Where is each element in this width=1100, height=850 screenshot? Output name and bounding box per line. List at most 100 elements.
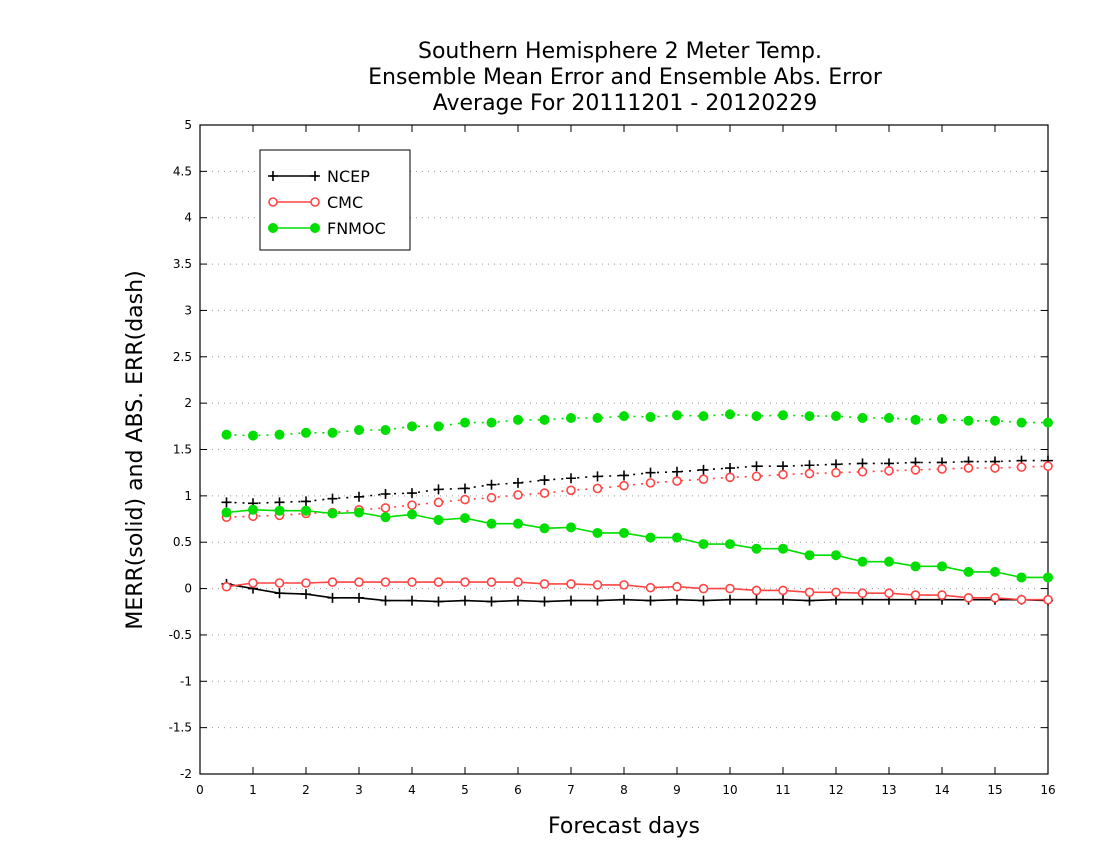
legend-box	[259, 149, 411, 251]
fnmoc-abs-error-point	[539, 414, 550, 425]
ncep-abs-error-point	[566, 473, 576, 484]
ncep-abs-error-point	[460, 483, 470, 494]
cmc-mean-error-point	[407, 577, 417, 587]
fnmoc-abs-error-point	[645, 412, 656, 423]
y-tick-label: 1	[184, 489, 192, 503]
cmc-abs-error-point	[486, 492, 497, 503]
ncep-mean-error-point	[566, 595, 576, 606]
legend-label-ncep: NCEP	[327, 167, 370, 186]
chart-title-line-2: Ensemble Mean Error and Ensemble Abs. Er…	[368, 65, 883, 90]
cmc-mean-error-point	[645, 582, 656, 593]
fnmoc-mean-error-point	[831, 550, 841, 561]
cmc-mean-error-point	[539, 579, 550, 589]
ncep-abs-error-point	[513, 477, 523, 488]
fnmoc-mean-error-point	[963, 566, 974, 577]
fnmoc-abs-error-point	[963, 415, 974, 426]
cmc-mean-error-point	[486, 577, 497, 587]
ncep-abs-error-point	[592, 471, 603, 482]
fnmoc-abs-error-point	[910, 414, 921, 425]
cmc-abs-error-point	[804, 468, 815, 479]
y-tick-label: -2	[180, 767, 192, 781]
cmc-abs-error-point	[566, 485, 576, 496]
cmc-abs-error-point	[407, 500, 417, 510]
legend-marker-fnmoc	[310, 223, 320, 233]
ncep-abs-error-point	[725, 463, 735, 474]
fnmoc-abs-error-point	[354, 425, 364, 436]
fnmoc-mean-error-point	[248, 504, 258, 515]
ncep-abs-error-point	[407, 488, 417, 499]
cmc-abs-error-point	[778, 469, 788, 480]
cmc-abs-error-point	[937, 464, 947, 474]
y-tick-label: -0.5	[169, 628, 192, 642]
fnmoc-mean-error-point	[619, 527, 629, 538]
legend-marker-ncep	[268, 171, 278, 181]
x-tick-label: 12	[828, 783, 843, 797]
cmc-mean-error-point	[248, 578, 258, 588]
cmc-abs-error-point	[831, 467, 841, 478]
fnmoc-abs-error-point	[619, 411, 629, 422]
cmc-mean-error-point	[566, 579, 576, 589]
cmc-mean-error-point	[460, 577, 470, 587]
ncep-abs-error-point	[804, 460, 815, 471]
fnmoc-abs-error-point	[857, 412, 868, 423]
cmc-mean-error-point	[513, 577, 523, 587]
cmc-mean-error-point	[433, 577, 444, 587]
cmc-abs-error-point	[751, 471, 762, 482]
gridlines	[200, 170, 1048, 729]
ncep-mean-error-point	[301, 589, 311, 600]
legend-marker-ncep	[310, 171, 320, 181]
cmc-mean-error-point	[884, 588, 894, 599]
cmc-mean-error-point	[751, 585, 762, 596]
x-tick-label: 0	[196, 783, 204, 797]
cmc-mean-error-point	[1043, 594, 1053, 605]
fnmoc-mean-error-point	[221, 507, 232, 518]
x-tick-label: 16	[1040, 783, 1055, 797]
ncep-mean-error-point	[751, 594, 762, 605]
y-axis-label: MERR(solid) and ABS. ERR(dash)	[123, 270, 148, 629]
x-tick-label: 9	[673, 783, 681, 797]
legend-label-fnmoc: FNMOC	[327, 219, 386, 238]
ncep-mean-error-point	[460, 595, 470, 606]
fnmoc-abs-error-point	[486, 417, 497, 428]
cmc-abs-error-point	[380, 503, 391, 513]
fnmoc-abs-error-point	[1016, 417, 1027, 428]
cmc-mean-error-point	[1016, 594, 1027, 605]
fnmoc-mean-error-line	[226, 508, 1048, 579]
cmc-abs-error-point	[963, 463, 974, 473]
fnmoc-mean-error-point	[698, 539, 709, 550]
cmc-mean-error-point	[592, 580, 603, 590]
fnmoc-mean-error-point	[486, 518, 497, 529]
ncep-mean-error-point	[698, 595, 709, 606]
fnmoc-abs-error-point	[804, 411, 815, 422]
fnmoc-mean-error-point	[539, 523, 550, 534]
fnmoc-mean-error-point	[857, 556, 868, 567]
fnmoc-abs-error-point	[380, 425, 391, 436]
fnmoc-abs-error-point	[327, 427, 338, 438]
ncep-abs-error-point	[751, 461, 762, 472]
y-tick-label: 2	[184, 396, 192, 410]
x-tick-label: 15	[987, 783, 1002, 797]
cmc-abs-error-point	[884, 466, 894, 476]
cmc-mean-error-point	[380, 577, 391, 587]
legend-marker-cmc	[268, 197, 278, 207]
fnmoc-abs-error-point	[990, 415, 1000, 426]
fnmoc-abs-error-point	[248, 430, 258, 441]
cmc-mean-error-point	[354, 577, 364, 587]
cmc-abs-error-point	[513, 490, 523, 500]
fnmoc-abs-error-point	[301, 427, 311, 438]
fnmoc-mean-error-point	[1043, 572, 1053, 583]
cmc-mean-error-point	[672, 581, 682, 592]
series-ncep	[221, 455, 1053, 607]
cmc-abs-error-point	[619, 480, 629, 491]
y-tick-label: 4	[184, 211, 192, 225]
fnmoc-mean-error-point	[301, 505, 311, 516]
ncep-abs-error-point	[831, 459, 841, 470]
ncep-mean-error-point	[725, 594, 735, 605]
fnmoc-abs-error-point	[725, 409, 735, 420]
ncep-abs-error-point	[486, 479, 497, 490]
legend-marker-cmc	[310, 197, 320, 207]
chart-title-line-3: Average For 20111201 - 20120229	[433, 91, 818, 116]
cmc-abs-error-point	[698, 474, 709, 484]
cmc-abs-error-point	[857, 466, 868, 477]
